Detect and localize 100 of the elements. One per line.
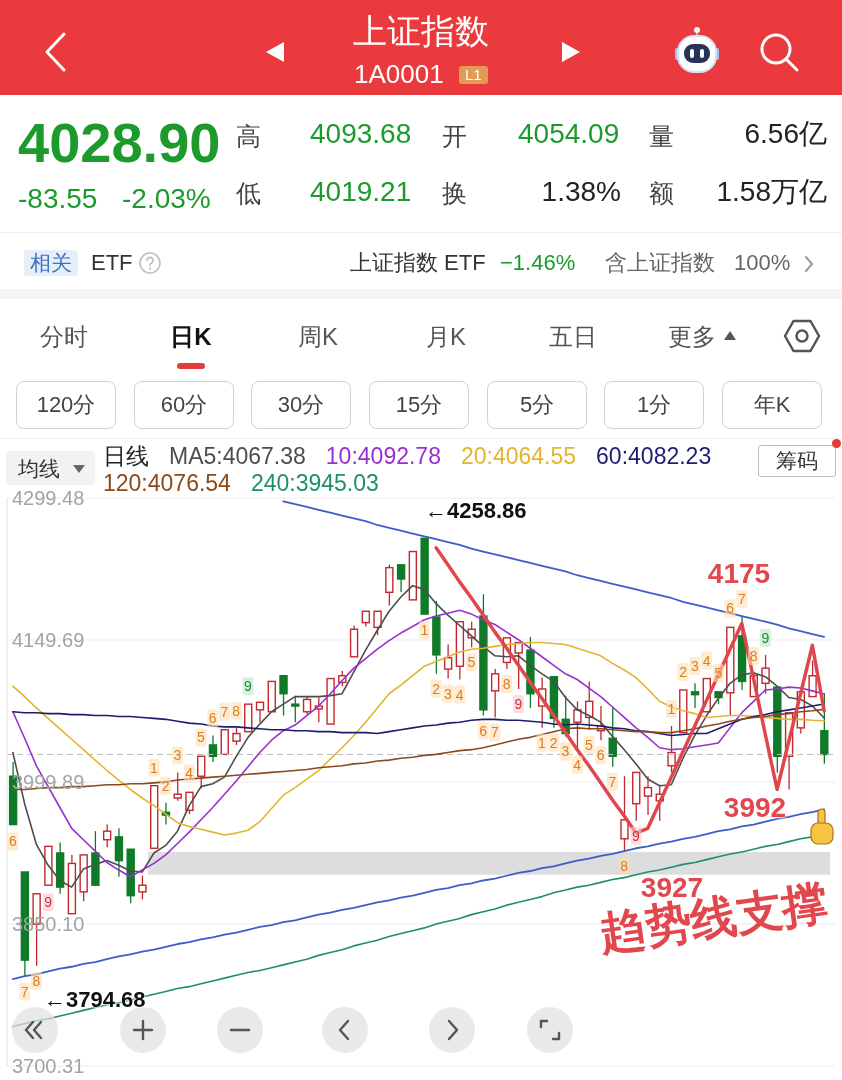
text: 2	[432, 680, 441, 697]
text: 量	[649, 121, 674, 151]
candlestick	[690, 682, 700, 709]
y-tick-label: 3700.31	[12, 1055, 85, 1078]
text: −1.46%	[500, 249, 576, 277]
text: 4019.21	[310, 175, 412, 209]
candlestick	[420, 537, 429, 615]
text: ETF	[91, 249, 133, 277]
text: 2	[549, 734, 558, 751]
candlestick	[255, 701, 265, 723]
text: 7	[608, 773, 617, 790]
text: 5	[585, 736, 593, 753]
text: 60分	[160, 391, 208, 419]
text: 8	[502, 676, 511, 693]
text: 7	[220, 703, 229, 720]
text: 10:4092.78	[325, 443, 441, 470]
annotation: 3992	[723, 791, 787, 825]
text: 周K	[297, 322, 339, 352]
candlestick	[55, 841, 65, 895]
text: 8	[749, 647, 758, 664]
candlestick	[349, 624, 359, 658]
candlestick	[67, 854, 77, 915]
text: 6	[8, 833, 17, 850]
text: 1.58万亿	[716, 175, 827, 209]
text: 6	[208, 710, 217, 727]
text: 分时	[40, 322, 88, 352]
text: 5	[467, 654, 476, 671]
text: 4093.68	[310, 117, 412, 151]
text: 额	[649, 178, 674, 208]
annotation: ←4258.86	[425, 497, 527, 525]
text: 2	[679, 664, 687, 680]
text: 4054.09	[518, 117, 620, 151]
y-tick-label: 4149.69	[12, 629, 85, 652]
chart-title: 上证指数	[353, 11, 489, 52]
candlestick	[326, 677, 335, 725]
annotation: ←3794.68	[44, 986, 146, 1014]
text: 8	[232, 702, 241, 719]
text: 8	[620, 858, 629, 875]
text: 5	[197, 729, 205, 746]
candlestick	[267, 680, 276, 713]
text: 6	[726, 600, 734, 617]
text: 更多	[668, 322, 716, 352]
text: 15分	[395, 391, 443, 419]
text: 9	[244, 678, 252, 695]
text: 3	[443, 685, 452, 702]
text: 60:4082.23	[596, 443, 712, 470]
text: 3	[561, 743, 570, 760]
annotation: 4175	[707, 557, 771, 591]
text: 5分	[519, 391, 555, 419]
text: 低	[236, 178, 261, 208]
text: 3	[173, 747, 182, 764]
text: 4	[573, 756, 582, 773]
text: 1.38%	[541, 175, 621, 209]
tag-badge: 相关	[24, 250, 78, 276]
text: -2.03%	[122, 182, 211, 216]
text: -83.55	[18, 182, 98, 216]
text: 均线	[18, 456, 60, 482]
text: 100%	[734, 249, 791, 277]
candlestick	[114, 827, 124, 878]
candlestick	[443, 643, 453, 680]
text: 4028.90	[18, 110, 221, 177]
text: 4	[702, 652, 711, 669]
text: 五日	[549, 322, 597, 352]
text: 4	[455, 686, 464, 703]
candlestick	[208, 734, 218, 763]
text: 240:3945.03	[250, 470, 379, 497]
legend-title: 日线	[103, 443, 149, 470]
text: 3	[690, 658, 699, 675]
text: 9	[44, 894, 53, 911]
candlestick	[643, 775, 653, 816]
chart-subtitle: 1A0001	[354, 59, 444, 90]
text: 含上证指数	[605, 249, 715, 277]
candlestick	[244, 703, 253, 733]
text: 日K	[170, 322, 212, 352]
text: MA5:4067.38	[169, 443, 306, 470]
text: 1分	[636, 391, 672, 419]
text: 120:4076.54	[103, 470, 231, 497]
level-badge: L1	[459, 66, 488, 84]
candlestick	[279, 675, 288, 717]
text: 4	[185, 765, 194, 782]
text: 月K	[425, 322, 467, 352]
text: 30分	[277, 391, 325, 419]
text: 7	[491, 724, 499, 741]
text: 7	[20, 983, 29, 1000]
text: 1	[538, 734, 546, 751]
text: 7	[737, 591, 746, 607]
text: 6	[479, 722, 488, 739]
text: 2	[161, 777, 170, 794]
candlestick	[220, 729, 229, 756]
text: 6.56亿	[744, 117, 827, 151]
text: 开	[442, 121, 467, 151]
y-tick-label: 4299.48	[12, 487, 85, 510]
text: 年K	[753, 391, 791, 419]
text: 1	[150, 759, 158, 776]
candlestick	[396, 564, 406, 593]
text: 120分	[36, 391, 96, 419]
text: 9	[632, 827, 640, 844]
text: 换	[442, 178, 467, 208]
text: 20:4064.55	[460, 443, 577, 470]
text: 上证指数 ETF	[350, 249, 486, 277]
